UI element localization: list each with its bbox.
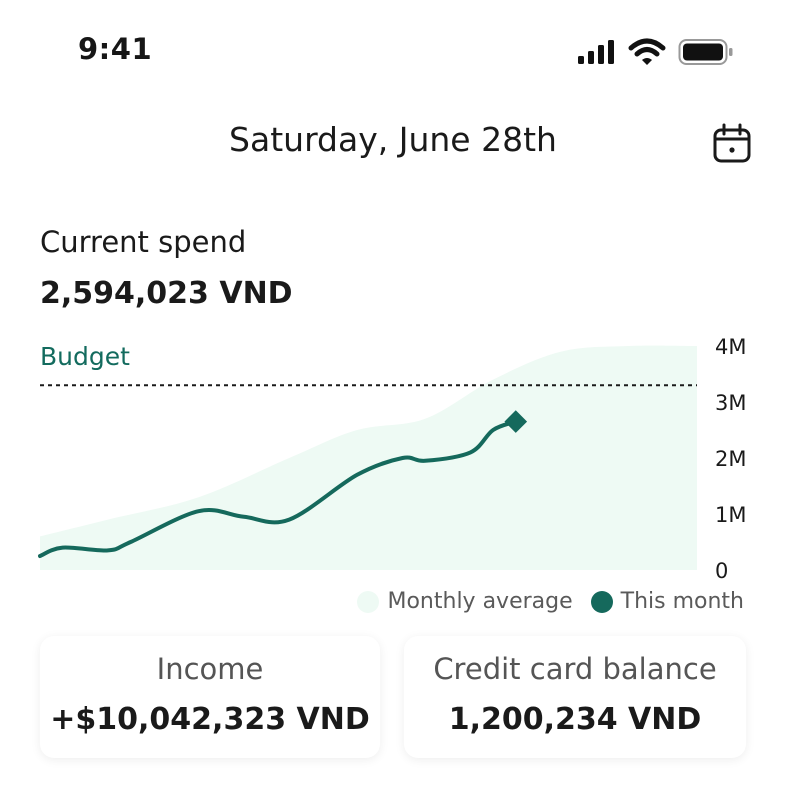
spend-chart: 4M 3M 2M 1M 0	[38, 335, 746, 583]
y-tick-label: 0	[715, 559, 728, 583]
status-bar: 9:41	[0, 0, 786, 100]
credit-card-balance-card[interactable]: Credit card balance 1,200,234 VND	[404, 636, 746, 758]
current-spend-label: Current spend	[40, 225, 247, 259]
legend-item-average: Monthly average	[357, 589, 573, 614]
legend-swatch-average	[357, 590, 380, 613]
y-tick-label: 1M	[715, 503, 746, 527]
monthly-average-area	[40, 345, 697, 570]
legend-item-month: This month	[590, 589, 744, 614]
page-title: Saturday, June 28th	[229, 120, 557, 159]
wifi-icon	[628, 38, 666, 65]
cellular-signal-icon	[578, 40, 614, 64]
y-tick-label: 3M	[715, 391, 746, 415]
budget-label: Budget	[40, 342, 130, 371]
credit-card-balance-label: Credit card balance	[433, 652, 717, 686]
chart-legend: Monthly average This month	[339, 589, 744, 614]
legend-label-month: This month	[620, 589, 744, 614]
battery-icon	[678, 39, 733, 65]
y-tick-label: 4M	[715, 335, 746, 359]
calendar-icon[interactable]	[710, 122, 754, 166]
this-month-line	[38, 419, 518, 558]
y-tick-label: 2M	[715, 447, 746, 471]
legend-label-average: Monthly average	[387, 589, 573, 614]
income-label: Income	[156, 652, 264, 686]
credit-card-balance-value: 1,200,234 VND	[448, 702, 702, 737]
current-spend-value: 2,594,023 VND	[40, 276, 293, 311]
legend-swatch-month	[590, 590, 613, 613]
income-value: +$10,042,323 VND	[50, 702, 370, 737]
status-time: 9:41	[78, 32, 153, 66]
income-card[interactable]: Income +$10,042,323 VND	[40, 636, 380, 758]
